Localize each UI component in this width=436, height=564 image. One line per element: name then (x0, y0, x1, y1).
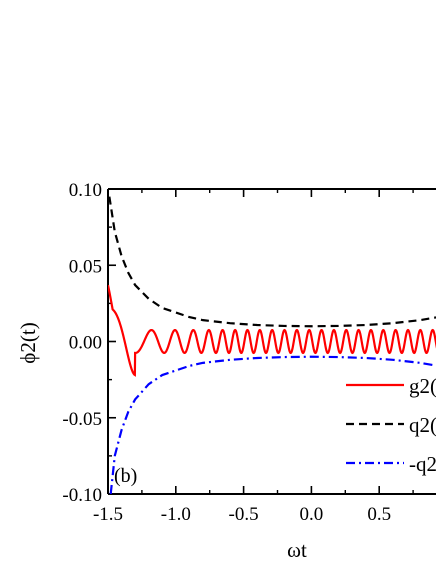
x-axis-label: ωt (287, 538, 307, 562)
series-line-1 (108, 284, 436, 377)
x-tick-label: 0.5 (367, 504, 391, 525)
x-tick-label: 0.0 (300, 504, 324, 525)
series-line-3 (109, 355, 436, 494)
legend: g2( q2( -q2 (346, 374, 436, 476)
series-line-2 (108, 196, 436, 328)
legend-label-3: -q2 (409, 452, 436, 476)
panel-label: (b) (114, 465, 137, 487)
y-tick-label: -0.05 (62, 409, 102, 430)
legend-label-1: g2( (409, 374, 436, 398)
x-tick-label: -1.5 (93, 504, 123, 525)
y-axis-label: ϕ2(t) (16, 322, 40, 363)
x-tick-label: -0.5 (229, 504, 259, 525)
series-group (108, 196, 436, 494)
axes (107, 188, 436, 495)
legend-label-2: q2( (409, 413, 436, 437)
y-tick-label: 0.10 (69, 180, 102, 201)
tick-labels: -1.5-1.0-0.50.00.51-0.10-0.050.000.050.1… (62, 180, 391, 525)
y-tick-label: 0.05 (69, 256, 102, 277)
x-tick-label: -1.0 (161, 504, 191, 525)
y-tick-label: -0.10 (62, 485, 102, 506)
y-tick-label: 0.00 (69, 333, 102, 354)
